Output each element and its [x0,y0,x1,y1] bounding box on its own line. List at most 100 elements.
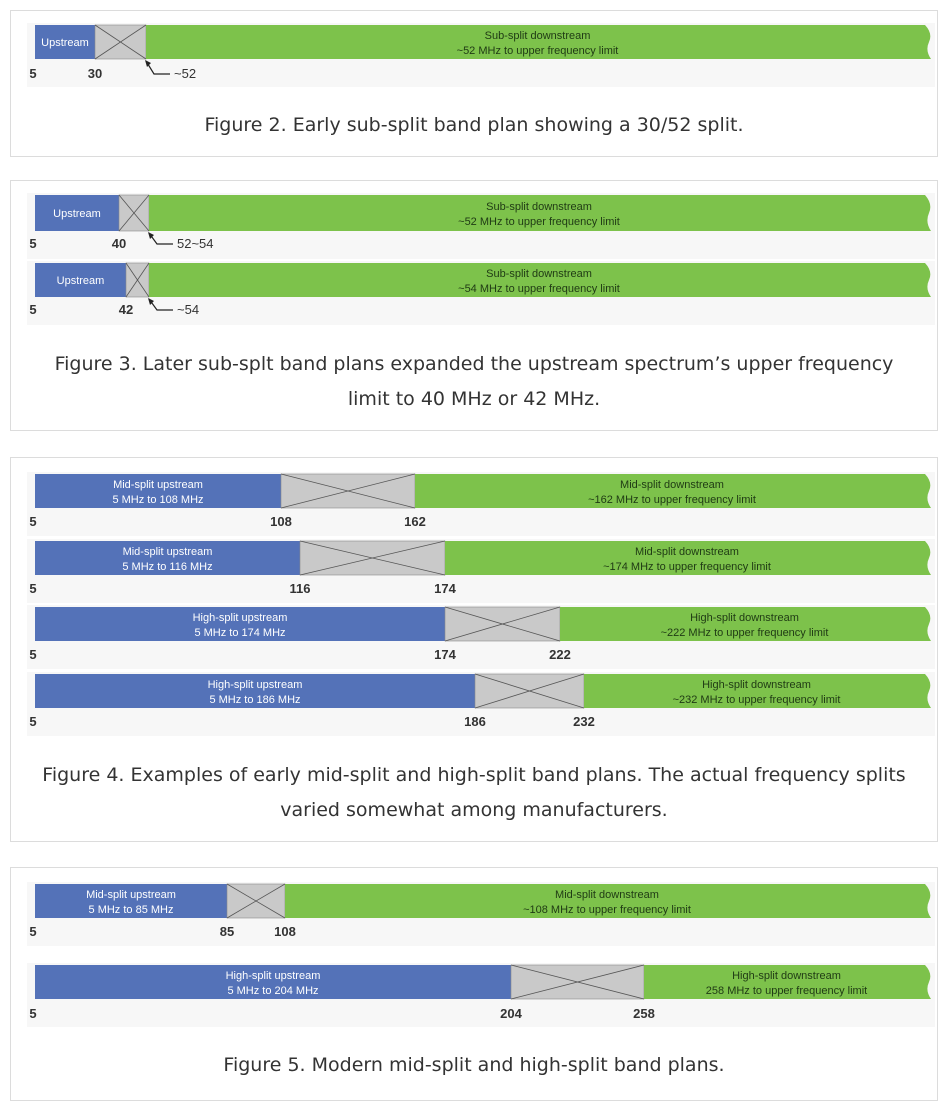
downstream-label: High-split downstream [690,612,799,624]
downstream-start-label: 232 [573,714,595,729]
start-frequency-label: 5 [29,66,36,81]
downstream-band [285,884,931,918]
figure-2-panel: Upstream Sub-split downstream ~52 MHz to u… [10,10,938,157]
figure-3-band-plan: Upstream Sub-split downstream ~52 MHz to u… [27,193,935,325]
downstream-label: Sub-split downstream [486,201,592,213]
upstream-band [35,965,511,999]
upstream-band [35,263,126,297]
upstream-label: 5 MHz to 174 MHz [194,627,285,639]
figure-4-caption: Figure 4. Examples of early mid-split an… [42,764,906,821]
start-frequency-label: 5 [29,236,36,251]
upstream-label: 5 MHz to 186 MHz [209,694,300,706]
downstream-label: ~52 MHz to upper frequency limit [458,216,620,228]
arrow-label: 52~54 [177,236,214,251]
figure-2-caption: Figure 2. Early sub-split band plan show… [204,114,744,136]
arrow-label: ~54 [177,302,199,317]
figure-4-band-plan: Mid-split upstream 5 MHz to 108 MHz Mid-sp… [27,472,935,736]
arrow-head [145,60,151,67]
upstream-band [35,674,475,708]
upstream-label: High-split upstream [193,612,288,624]
upstream-label: Mid-split upstream [113,479,203,491]
start-frequency-label: 5 [29,302,36,317]
guard-cross-line [474,673,585,709]
downstream-band [560,607,931,641]
figure-5-caption: Figure 5. Modern mid-split and high-spli… [223,1054,725,1076]
start-frequency-label: 5 [29,647,36,662]
upstream-band [35,884,227,918]
upstream-label: Mid-split upstream [123,546,213,558]
guard-cross-line [510,964,645,1000]
upstream-band [35,474,281,508]
downstream-start-label: 174 [434,581,456,596]
downstream-label: ~108 MHz to upper frequency limit [523,904,691,916]
downstream-band [146,25,931,59]
guard-cross-line [118,194,150,232]
guard-cross-line [94,24,147,60]
upstream-label: 5 MHz to 108 MHz [112,494,203,506]
upstream-label: High-split upstream [226,970,321,982]
figure-3-caption: Figure 3. Later sub-splt band plans expa… [54,353,894,410]
downstream-band [445,541,931,575]
split-frequency-label: 186 [464,714,486,729]
figure-5-band-plan: Mid-split upstream 5 MHz to 85 MHz Mid-spl… [27,882,935,1027]
downstream-label: High-split downstream [702,679,811,691]
split-frequency-label: 30 [88,66,102,81]
upstream-band [35,541,300,575]
arrow-head [148,232,154,239]
downstream-band [584,674,931,708]
figure-4-panel: Mid-split upstream 5 MHz to 108 MHz Mid-sp… [10,457,938,842]
start-frequency-label: 5 [29,1006,36,1021]
split-frequency-label: 42 [119,302,133,317]
figure-2-band-plan: Upstream Sub-split downstream ~52 MHz to u… [27,23,935,87]
downstream-label: Mid-split downstream [635,546,739,558]
downstream-label: ~52 MHz to upper frequency limit [457,45,619,57]
guard-cross-line [444,606,561,642]
start-frequency-label: 5 [29,581,36,596]
figure-3-panel: Upstream Sub-split downstream ~52 MHz to u… [10,180,938,431]
upstream-label: High-split upstream [208,679,303,691]
downstream-label: Sub-split downstream [486,268,592,280]
upstream-band [35,195,119,231]
arrow-head [148,298,154,305]
split-frequency-label: 174 [434,647,456,662]
downstream-band [149,195,931,231]
downstream-label: ~222 MHz to upper frequency limit [661,627,829,639]
downstream-label: Mid-split downstream [555,889,659,901]
downstream-label: ~54 MHz to upper frequency limit [458,283,620,295]
start-frequency-label: 5 [29,514,36,529]
split-frequency-label: 204 [500,1006,522,1021]
upstream-band [35,25,95,59]
downstream-band [415,474,931,508]
arrow-label: ~52 [174,66,196,81]
upstream-label: 5 MHz to 204 MHz [227,985,318,997]
downstream-start-label: 108 [274,924,296,939]
downstream-label: ~162 MHz to upper frequency limit [588,494,756,506]
downstream-band [149,263,931,297]
downstream-start-label: 162 [404,514,426,529]
downstream-label: ~174 MHz to upper frequency limit [603,561,771,573]
downstream-label: 258 MHz to upper frequency limit [706,985,867,997]
split-frequency-label: 108 [270,514,292,529]
figure-5-panel: Mid-split upstream 5 MHz to 85 MHz Mid-spl… [10,867,938,1101]
downstream-label: Sub-split downstream [485,30,591,42]
downstream-start-label: 222 [549,647,571,662]
upstream-label: Upstream [53,208,101,220]
arrow-line [145,60,170,75]
guard-cross-line [226,883,286,919]
downstream-start-label: 258 [633,1006,655,1021]
guard-cross-line [125,262,150,298]
upstream-band [35,607,445,641]
split-frequency-label: 40 [112,236,126,251]
guard-cross-line [280,473,416,509]
downstream-label: High-split downstream [732,970,841,982]
upstream-label: Upstream [41,37,89,49]
upstream-label: Upstream [57,275,105,287]
upstream-label: 5 MHz to 85 MHz [89,904,174,916]
upstream-label: 5 MHz to 116 MHz [122,561,212,573]
start-frequency-label: 5 [29,924,36,939]
downstream-label: ~232 MHz to upper frequency limit [673,694,841,706]
upstream-label: Mid-split upstream [86,889,176,901]
split-frequency-label: 85 [220,924,234,939]
start-frequency-label: 5 [29,714,36,729]
guard-cross-line [299,540,446,576]
